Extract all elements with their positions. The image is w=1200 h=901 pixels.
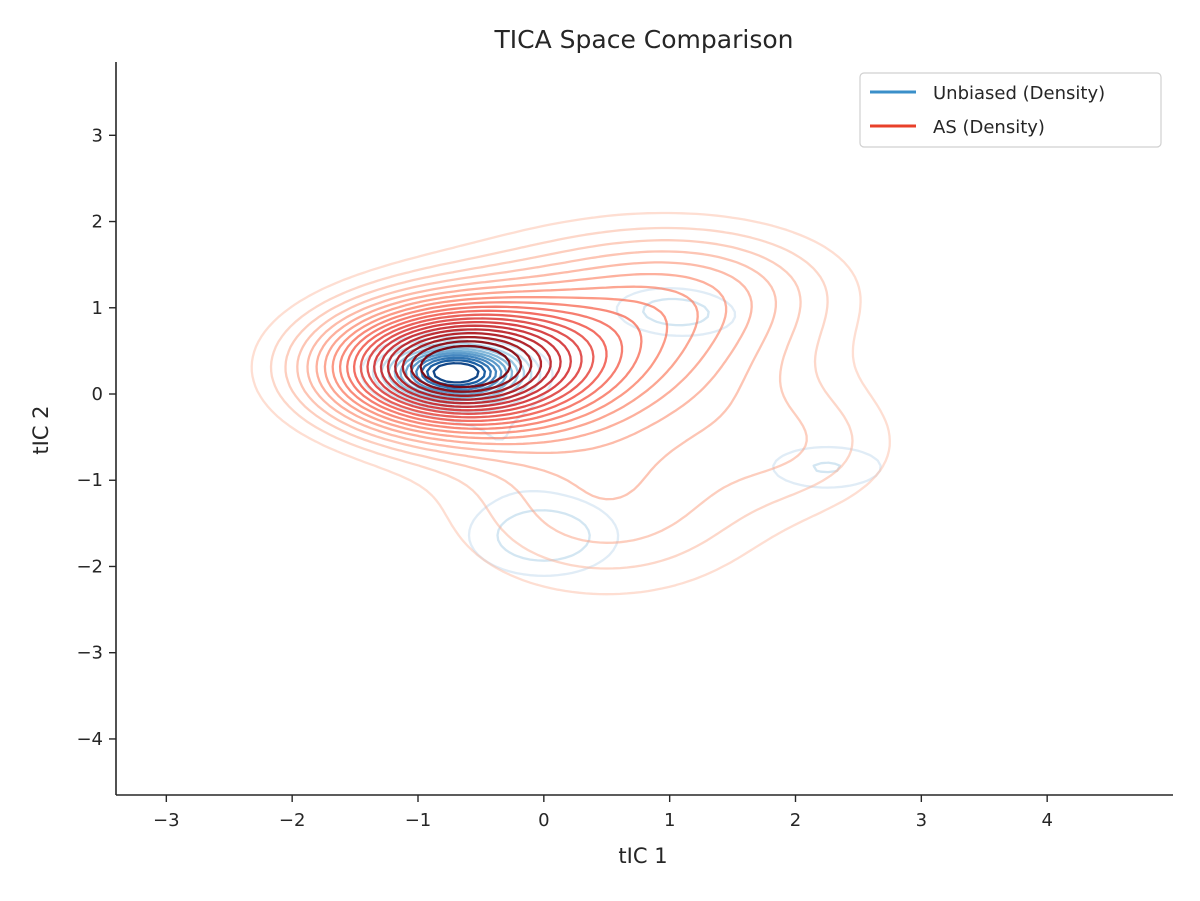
contour-line bbox=[419, 344, 512, 389]
legend-label-as: AS (Density) bbox=[933, 117, 1045, 138]
x-axis-label: tIC 1 bbox=[618, 844, 667, 868]
y-tick-label: 0 bbox=[92, 384, 103, 405]
contour-line bbox=[296, 250, 778, 501]
y-tick-label: 1 bbox=[92, 298, 103, 319]
x-tick-label: −2 bbox=[279, 810, 306, 831]
contour-line bbox=[409, 340, 523, 393]
x-tick-label: 3 bbox=[916, 810, 927, 831]
contour-line bbox=[284, 239, 808, 544]
legend-label-unbiased: Unbiased (Density) bbox=[933, 83, 1105, 104]
contour-line bbox=[315, 272, 728, 446]
y-axis-label: tIC 2 bbox=[29, 405, 53, 454]
y-ticks: −4 −3 −2 −1 0 1 2 3 bbox=[76, 125, 116, 750]
contour-line bbox=[366, 317, 583, 415]
contour-line bbox=[359, 313, 595, 419]
contour-line bbox=[352, 309, 608, 423]
y-tick-label: −1 bbox=[76, 470, 103, 491]
y-tick-label: −2 bbox=[76, 556, 103, 577]
legend-box bbox=[859, 72, 1162, 148]
contour-line bbox=[306, 261, 753, 455]
contour-line bbox=[269, 226, 854, 570]
contour-line bbox=[394, 332, 543, 401]
contour-line bbox=[338, 301, 643, 430]
contour-layer bbox=[250, 211, 891, 596]
contour-line bbox=[373, 320, 572, 412]
contour-line bbox=[432, 361, 480, 384]
x-ticks: −3 −2 −1 0 1 2 3 4 bbox=[153, 795, 1053, 831]
x-tick-label: 1 bbox=[664, 810, 675, 831]
x-tick-label: 2 bbox=[790, 810, 801, 831]
y-tick-label: 3 bbox=[92, 125, 103, 146]
y-tick-label: −3 bbox=[76, 643, 103, 664]
contour-line bbox=[346, 305, 624, 426]
y-tick-label: 2 bbox=[92, 212, 103, 233]
contour-line bbox=[386, 328, 552, 405]
contour-series-as bbox=[250, 211, 891, 596]
legend: Unbiased (Density) AS (Density) bbox=[859, 72, 1162, 148]
x-tick-label: −3 bbox=[153, 810, 180, 831]
contour-line bbox=[401, 335, 533, 397]
contour-line bbox=[331, 295, 669, 435]
x-tick-label: −1 bbox=[405, 810, 432, 831]
chart-title: TICA Space Comparison bbox=[494, 25, 794, 54]
x-tick-label: 0 bbox=[538, 810, 549, 831]
x-tick-label: 4 bbox=[1041, 810, 1052, 831]
axes: −3 −2 −1 0 1 2 3 4 −4 −3 −2 −1 0 1 2 3 bbox=[76, 62, 1173, 831]
y-tick-label: −4 bbox=[76, 729, 103, 750]
contour-line bbox=[323, 285, 699, 440]
contour-line bbox=[379, 324, 562, 408]
contour-line bbox=[250, 211, 891, 596]
